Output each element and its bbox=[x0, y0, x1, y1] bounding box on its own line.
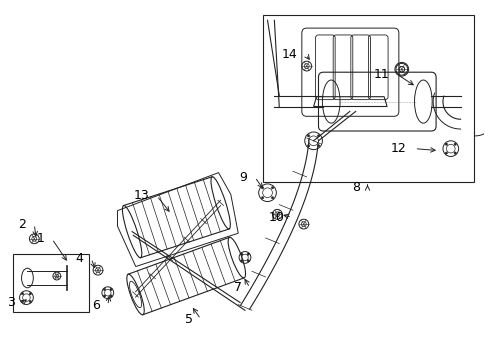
Text: 3: 3 bbox=[7, 296, 15, 309]
Circle shape bbox=[261, 197, 263, 199]
Text: 9: 9 bbox=[239, 171, 246, 184]
Circle shape bbox=[453, 152, 455, 154]
Circle shape bbox=[110, 288, 112, 291]
Text: 7: 7 bbox=[234, 281, 242, 294]
Circle shape bbox=[271, 197, 273, 199]
Text: 13: 13 bbox=[133, 189, 149, 202]
Circle shape bbox=[246, 253, 249, 255]
Circle shape bbox=[246, 260, 249, 262]
Circle shape bbox=[317, 135, 319, 137]
Circle shape bbox=[21, 300, 24, 303]
Circle shape bbox=[307, 145, 309, 147]
Circle shape bbox=[261, 186, 263, 189]
Circle shape bbox=[453, 143, 455, 145]
Text: 14: 14 bbox=[282, 48, 297, 61]
Text: 2: 2 bbox=[19, 217, 26, 231]
Circle shape bbox=[240, 253, 243, 255]
Circle shape bbox=[317, 145, 319, 147]
Bar bbox=[262, 15, 473, 182]
Text: 8: 8 bbox=[351, 181, 359, 194]
Circle shape bbox=[29, 293, 31, 295]
Circle shape bbox=[444, 152, 447, 154]
Circle shape bbox=[103, 288, 105, 291]
Circle shape bbox=[110, 295, 112, 297]
Circle shape bbox=[103, 295, 105, 297]
Circle shape bbox=[271, 186, 273, 189]
Circle shape bbox=[444, 143, 447, 145]
Circle shape bbox=[240, 260, 243, 262]
Text: 10: 10 bbox=[268, 211, 284, 224]
Text: 1: 1 bbox=[36, 232, 44, 245]
Circle shape bbox=[21, 293, 24, 295]
Circle shape bbox=[29, 300, 31, 303]
Text: 11: 11 bbox=[372, 68, 388, 81]
Circle shape bbox=[307, 135, 309, 137]
Text: 4: 4 bbox=[75, 252, 83, 265]
Bar bbox=[13, 253, 89, 312]
Text: 12: 12 bbox=[390, 142, 406, 155]
Text: 6: 6 bbox=[92, 299, 100, 312]
Text: 5: 5 bbox=[184, 312, 193, 326]
